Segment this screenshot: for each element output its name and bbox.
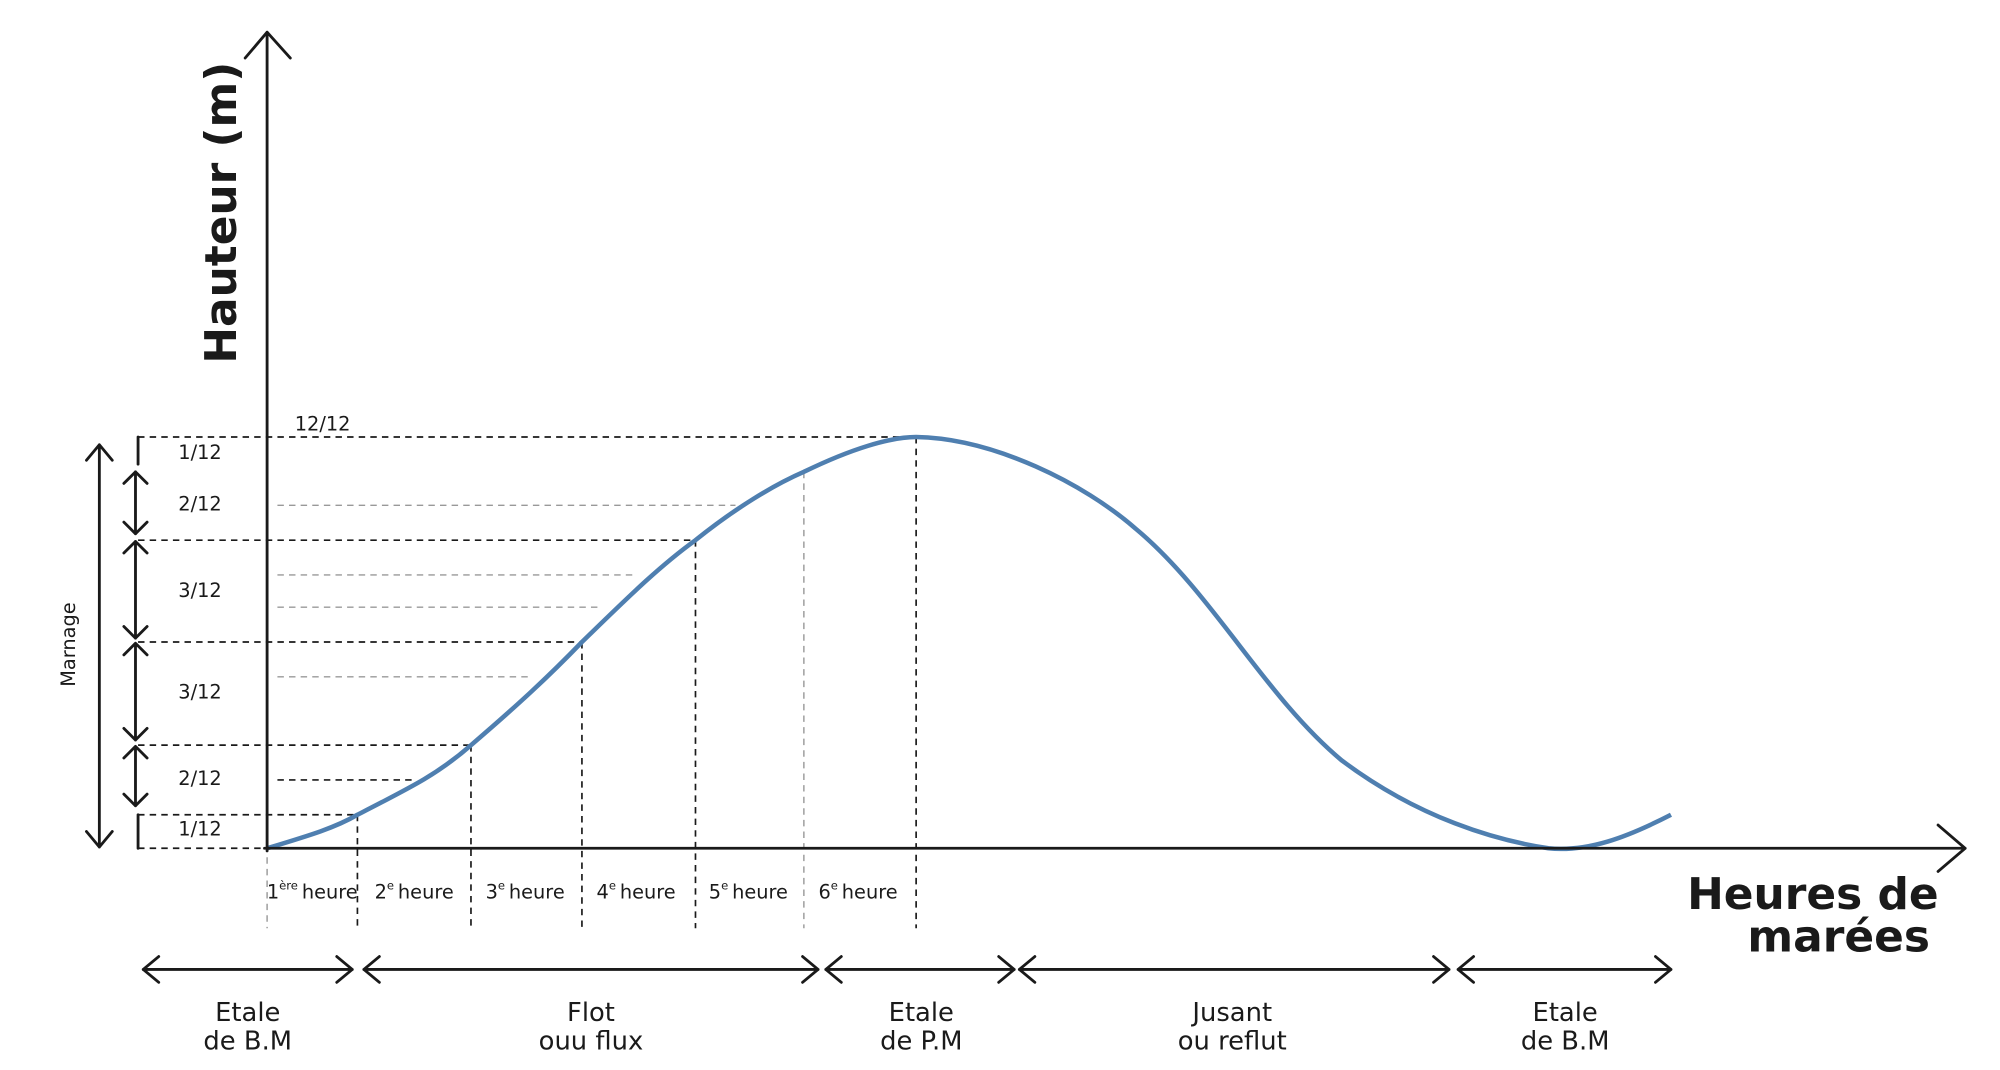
x-axis-title: marées — [1747, 911, 1930, 962]
hour-suffix: e — [831, 879, 838, 893]
hour-label: 4e heure — [597, 879, 676, 904]
hour-word: heure — [842, 881, 898, 904]
phase-label: de B.M — [1521, 1026, 1610, 1056]
hour-label: 2e heure — [375, 879, 454, 904]
fraction-label: 2/12 — [178, 767, 221, 790]
tide-curve — [266, 434, 1673, 852]
hour-number: 1 — [267, 881, 279, 904]
top-label: 12/12 — [295, 413, 351, 436]
hour-suffix: e — [387, 879, 394, 893]
hour-suffix: e — [498, 879, 505, 893]
fraction-label: 2/12 — [178, 493, 221, 516]
phase-label: Jusant — [1190, 998, 1272, 1028]
guides — [138, 436, 917, 929]
phase-label: de B.M — [203, 1026, 292, 1056]
hour-label: 1ère heure — [267, 879, 358, 904]
fraction-label: 3/12 — [178, 681, 221, 704]
marnage-label: Marnage — [57, 602, 80, 686]
hour-suffix: ère — [279, 879, 298, 893]
phase-label: de P.M — [880, 1026, 962, 1056]
hour-word: heure — [509, 881, 565, 904]
fraction-label: 1/12 — [178, 441, 221, 464]
phase-label: Flot — [567, 998, 615, 1028]
hour-label: 6e heure — [818, 879, 897, 904]
fraction-arrows — [85, 435, 149, 850]
hour-word: heure — [302, 881, 358, 904]
phase-label: Etale — [215, 998, 280, 1028]
phase-label: Etale — [1533, 998, 1598, 1028]
hour-word: heure — [398, 881, 454, 904]
hour-suffix: e — [609, 879, 616, 893]
x-axis-title: Heures de — [1687, 869, 1939, 920]
hour-number: 6 — [818, 881, 830, 904]
hour-word: heure — [620, 881, 676, 904]
hour-word: heure — [732, 881, 788, 904]
axes — [243, 30, 1967, 873]
hour-label: 5e heure — [709, 879, 788, 904]
hour-number: 4 — [597, 881, 609, 904]
hour-number: 5 — [709, 881, 721, 904]
hour-label: 3e heure — [486, 879, 565, 904]
hour-suffix: e — [721, 879, 728, 893]
phase-label: Etale — [889, 998, 954, 1028]
phase-label: ou reflut — [1178, 1026, 1287, 1056]
fraction-label: 3/12 — [178, 579, 221, 602]
fraction-label: 1/12 — [178, 817, 221, 840]
hour-number: 3 — [486, 881, 498, 904]
phase-label: ouu flux — [539, 1026, 644, 1056]
y-axis-title: Hauteur (m) — [196, 62, 247, 364]
hour-number: 2 — [375, 881, 387, 904]
phase-arrows — [141, 955, 1673, 984]
